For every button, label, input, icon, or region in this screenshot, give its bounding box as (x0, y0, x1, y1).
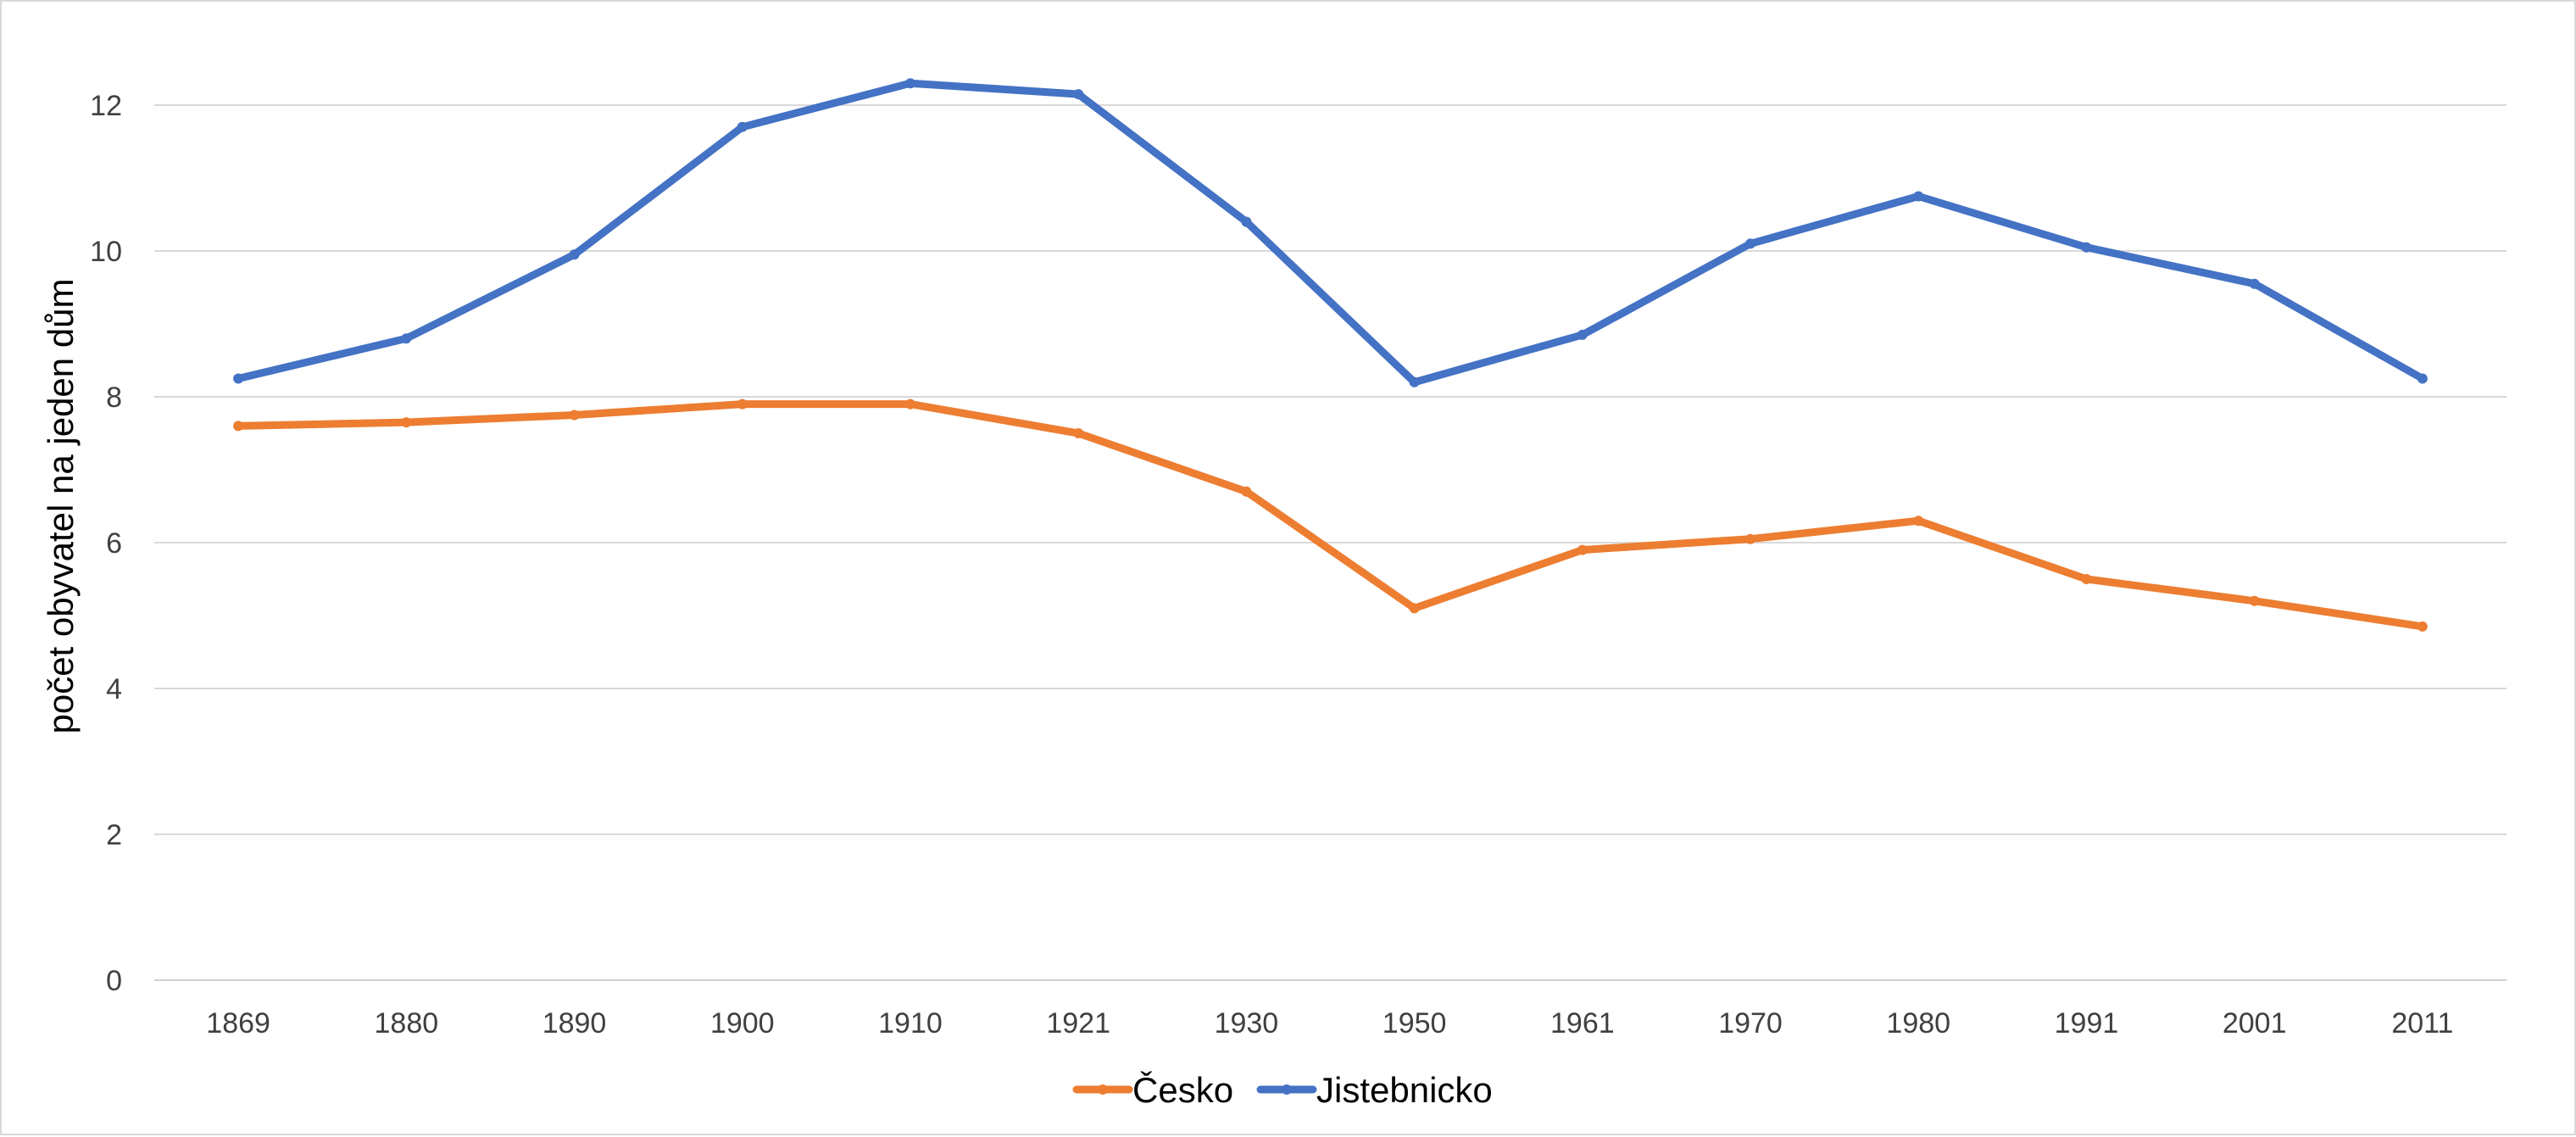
data-point (737, 399, 748, 410)
y-tick-label: 12 (90, 90, 122, 122)
data-point (2081, 242, 2092, 253)
data-point (2249, 595, 2260, 606)
data-point (1073, 89, 1084, 100)
legend-label: Jistebnicko (1316, 1070, 1493, 1110)
data-point (2249, 278, 2260, 289)
data-point (1241, 486, 1252, 497)
legend-item: Česko (1072, 1070, 1233, 1110)
x-tick-label: 1991 (2055, 1007, 2119, 1039)
data-point (2081, 574, 2092, 584)
data-point (569, 410, 580, 421)
y-tick-label: 8 (106, 382, 122, 414)
x-tick-label: 1921 (1046, 1007, 1110, 1039)
legend-item: Jistebnicko (1256, 1070, 1493, 1110)
x-tick-label: 1900 (710, 1007, 775, 1039)
legend-marker (1282, 1084, 1292, 1095)
x-tick-label: 2001 (2223, 1007, 2287, 1039)
data-point (2417, 621, 2428, 632)
x-tick-label: 1910 (878, 1007, 943, 1039)
legend-marker (1098, 1084, 1108, 1095)
x-tick-label: 1890 (542, 1007, 607, 1039)
data-point (904, 399, 915, 410)
x-axis-ticks: 1869 1880 1890 1900 1910 1921 1930 1950 1961 1970… (206, 1007, 2453, 1039)
y-tick-label: 6 (106, 527, 122, 560)
data-point (401, 333, 412, 344)
x-tick-label: 1880 (375, 1007, 439, 1039)
legend: Česko Jistebnicko (1072, 1070, 1493, 1110)
x-tick-label: 2011 (2391, 1007, 2453, 1039)
data-point (1409, 376, 1420, 387)
data-point (1913, 191, 1924, 202)
data-point (2417, 373, 2428, 384)
x-tick-label: 1930 (1215, 1007, 1279, 1039)
data-point (569, 249, 580, 260)
x-tick-label: 1950 (1383, 1007, 1447, 1039)
data-point (1241, 216, 1252, 227)
y-tick-label: 0 (106, 965, 122, 997)
y-axis-title: počet obyvatel na jeden dům (41, 278, 81, 733)
series-1 (233, 78, 2428, 387)
y-tick-label: 2 (106, 819, 122, 851)
data-point (1913, 516, 1924, 527)
data-point (1745, 238, 1756, 249)
data-point (233, 421, 244, 432)
series-line (234, 79, 2427, 387)
series-0 (233, 399, 2428, 632)
data-point (1409, 603, 1420, 614)
data-point (233, 373, 244, 384)
gridlines (154, 104, 2506, 981)
x-tick-label: 1970 (1718, 1007, 1783, 1039)
data-point (1577, 329, 1588, 340)
y-tick-label: 10 (90, 236, 122, 268)
x-tick-label: 1980 (1886, 1007, 1950, 1039)
data-point (904, 78, 915, 89)
y-tick-label: 4 (106, 673, 122, 705)
x-tick-label: 1961 (1550, 1007, 1615, 1039)
data-point (737, 121, 748, 132)
data-point (401, 417, 412, 428)
data-point (1073, 428, 1084, 438)
data-point (1745, 533, 1756, 544)
series-lines (233, 78, 2428, 632)
y-axis-ticks: 0 2 4 6 8 10 12 (90, 90, 122, 997)
x-tick-label: 1869 (206, 1007, 270, 1039)
data-point (1577, 544, 1588, 555)
legend-label: Česko (1132, 1070, 1233, 1110)
series-line (234, 400, 2427, 631)
